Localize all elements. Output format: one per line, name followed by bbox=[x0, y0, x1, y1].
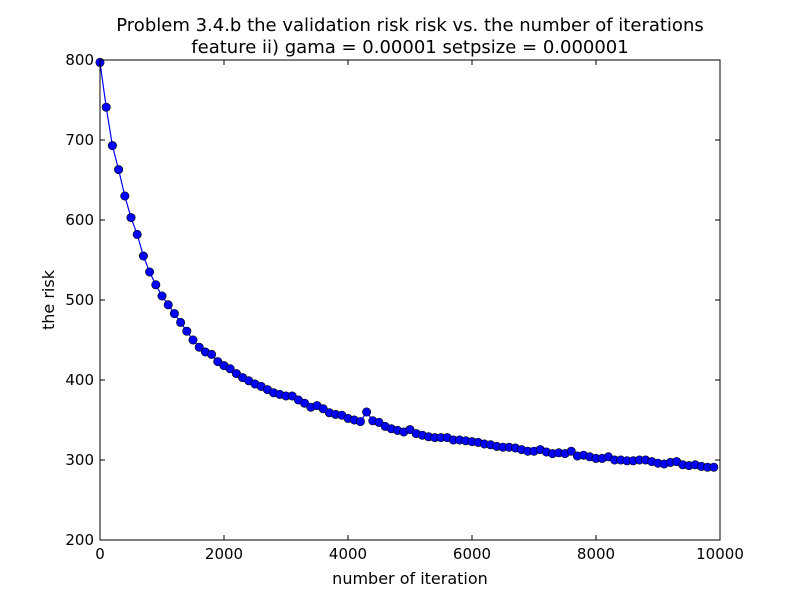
data-point bbox=[163, 300, 173, 310]
data-point bbox=[176, 317, 186, 327]
y-tick-label: 200 bbox=[65, 531, 94, 549]
data-point bbox=[182, 326, 192, 336]
data-point bbox=[566, 446, 576, 456]
y-tick-label: 600 bbox=[65, 211, 94, 229]
data-point bbox=[207, 349, 217, 359]
data-point bbox=[120, 191, 130, 201]
x-tick-label: 4000 bbox=[329, 545, 367, 563]
y-tick-label: 300 bbox=[65, 451, 94, 469]
y-tick-label: 800 bbox=[65, 51, 94, 69]
data-point bbox=[709, 462, 719, 472]
x-tick-label: 0 bbox=[95, 545, 105, 563]
data-point bbox=[355, 417, 365, 427]
data-point bbox=[362, 407, 372, 417]
data-point bbox=[107, 141, 117, 151]
x-axis: 0 2000 4000 6000 8000 10000 bbox=[95, 60, 744, 563]
data-point bbox=[194, 342, 204, 352]
data-point bbox=[101, 102, 111, 112]
y-tick-label: 700 bbox=[65, 131, 94, 149]
chart-title: Problem 3.4.b the validation risk risk v… bbox=[116, 15, 703, 36]
y-axis: 200 300 400 500 600 700 800 bbox=[65, 51, 720, 549]
data-point bbox=[145, 267, 155, 277]
x-tick-label: 6000 bbox=[453, 545, 491, 563]
chart-subtitle: feature ii) gama = 0.00001 setpsize = 0.… bbox=[191, 37, 628, 58]
data-point bbox=[157, 291, 167, 301]
x-axis-label: number of iteration bbox=[332, 569, 488, 588]
x-tick-label: 2000 bbox=[205, 545, 243, 563]
data-point bbox=[151, 280, 161, 290]
data-point bbox=[169, 309, 179, 319]
series-markers bbox=[95, 57, 719, 472]
data-point bbox=[126, 213, 136, 223]
data-point bbox=[225, 364, 235, 374]
x-tick-label: 8000 bbox=[577, 545, 615, 563]
y-tick-label: 400 bbox=[65, 371, 94, 389]
data-point bbox=[132, 229, 142, 239]
plot-area bbox=[100, 60, 720, 540]
data-point bbox=[138, 251, 148, 261]
y-axis-label: the risk bbox=[39, 269, 58, 330]
x-tick-label: 10000 bbox=[696, 545, 744, 563]
data-point bbox=[188, 335, 198, 345]
series-layer bbox=[95, 57, 719, 472]
data-point bbox=[114, 165, 124, 175]
y-tick-label: 500 bbox=[65, 291, 94, 309]
